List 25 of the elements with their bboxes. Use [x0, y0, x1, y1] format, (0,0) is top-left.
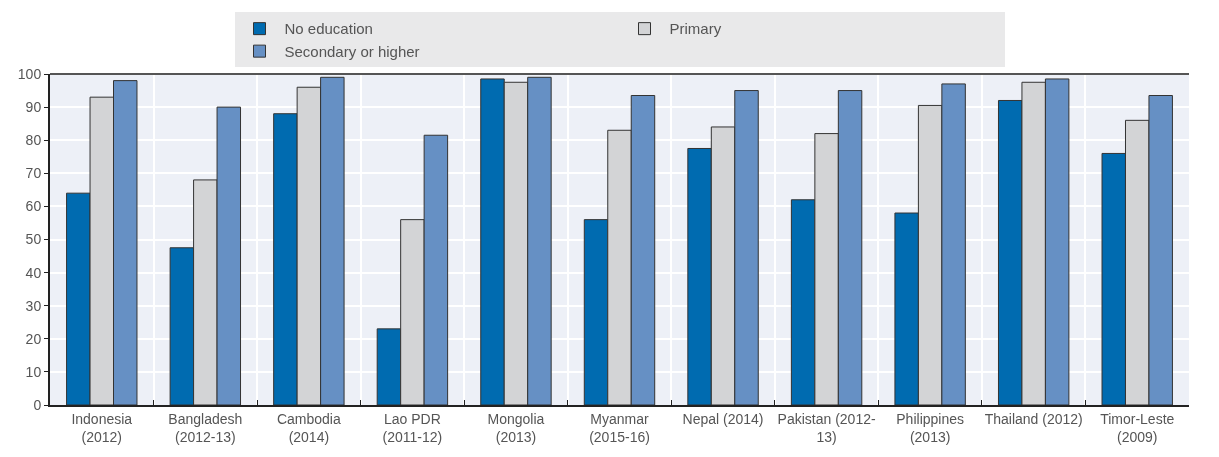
x-tick-label: Philippines (2013) — [896, 410, 964, 445]
x-tick-label: Cambodia (2014) — [276, 410, 341, 445]
y-tick-label: 50 — [25, 231, 42, 248]
y-tick-label: 0 — [33, 396, 42, 413]
x-tick-label: Myanmar (2015-16) — [589, 410, 650, 445]
legend-label: No education — [284, 20, 373, 38]
x-tick-label: Nepal (2014) — [682, 410, 764, 427]
x-tick-label: Mongolia (2013) — [487, 410, 545, 445]
y-tick-label: 100 — [17, 65, 42, 82]
x-tick-label: Lao PDR (2011-12) — [382, 410, 443, 445]
x-tick-label: Indonesia (2012) — [71, 410, 133, 445]
y-tick-label: 10 — [25, 363, 42, 380]
y-tick-label: 30 — [25, 297, 42, 314]
y-tick-label: 40 — [25, 264, 42, 281]
y-tick-label: 20 — [25, 330, 42, 347]
y-tick-label: 90 — [25, 99, 42, 115]
x-tick-label: Bangladesh (2012-13) — [168, 410, 243, 445]
y-tick-label: 70 — [25, 165, 42, 182]
legend-label: Primary — [669, 20, 722, 38]
legend-label: Secondary or higher — [284, 42, 420, 60]
x-tick-label: Timor-Leste (2009) — [1100, 410, 1175, 445]
x-tick-label: Pakistan (2012- 13) — [777, 410, 876, 445]
x-tick-label: Thailand (2012) — [984, 410, 1083, 427]
y-tick-label: 60 — [25, 198, 42, 215]
y-tick-label: 80 — [25, 132, 42, 149]
